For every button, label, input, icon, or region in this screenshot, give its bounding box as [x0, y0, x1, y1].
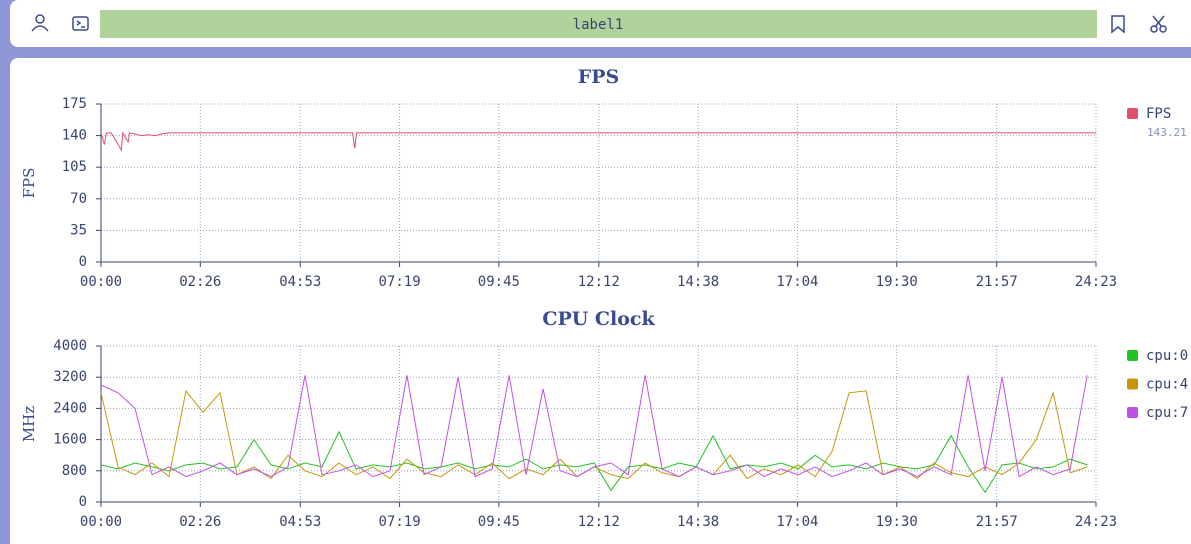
series-line	[100, 430, 1088, 494]
x-tick-label: 04:53	[279, 514, 321, 530]
y-tick-label: 105	[62, 159, 87, 175]
toolbar-icons	[31, 14, 1167, 34]
chart-title: CPU Clock	[542, 308, 655, 330]
toolbar-label: label1	[573, 17, 624, 33]
y-tick-label: 35	[70, 222, 87, 238]
x-tick-label: 02:26	[179, 514, 221, 530]
x-tick-label: 02:26	[179, 274, 221, 290]
label-bar	[100, 10, 1097, 38]
x-tick-label: 14:38	[677, 514, 719, 530]
y-tick-label: 3200	[53, 369, 87, 385]
chart-title: FPS	[578, 66, 620, 88]
legend-swatch	[1127, 378, 1138, 390]
legend-label: cpu:7	[1146, 405, 1188, 421]
legend-label: cpu:0	[1146, 348, 1188, 364]
x-tick-label: 17:04	[776, 274, 818, 290]
x-tick-label: 17:04	[776, 514, 818, 530]
y-tick-label: 4000	[53, 338, 87, 354]
x-tick-label: 09:45	[478, 514, 520, 530]
scissors-ring	[1159, 25, 1167, 33]
x-tick-label: 19:30	[876, 274, 918, 290]
x-tick-label: 07:19	[378, 274, 420, 290]
x-tick-label: 04:53	[279, 274, 321, 290]
x-tick-label: 14:38	[677, 274, 719, 290]
legend-value: 143.21	[1147, 126, 1187, 139]
legend-label: cpu:4	[1146, 377, 1188, 393]
legend-swatch	[1127, 350, 1138, 361]
scissors-icon[interactable]	[1150, 25, 1158, 33]
user-icon-body	[31, 25, 49, 32]
x-tick-label: 00:00	[80, 274, 122, 290]
y-tick-label: 1600	[53, 432, 87, 448]
bookmark-icon[interactable]	[1111, 15, 1125, 34]
x-tick-label: 00:00	[80, 514, 122, 530]
y-tick-label: 0	[79, 254, 87, 270]
y-tick-label: 0	[79, 494, 87, 510]
x-tick-label: 19:30	[876, 514, 918, 530]
legend-swatch	[1127, 407, 1138, 418]
series-line	[100, 375, 1088, 478]
x-tick-label: 21:57	[976, 274, 1018, 290]
x-tick-label: 09:45	[478, 274, 520, 290]
x-tick-label: 07:19	[378, 514, 420, 530]
terminal-prompt	[76, 20, 85, 28]
legend-label: FPS	[1146, 106, 1171, 122]
y-tick-label: 175	[62, 96, 87, 112]
x-tick-label: 24:23	[1075, 514, 1117, 530]
x-tick-label: 12:12	[578, 274, 620, 290]
y-tick-label: 70	[70, 191, 87, 207]
y-axis-label: FPS	[20, 168, 38, 199]
chart-panel	[10, 58, 1191, 544]
series-line	[100, 131, 1096, 152]
y-tick-label: 2400	[53, 400, 87, 416]
terminal-icon[interactable]	[72, 16, 89, 31]
x-tick-label: 21:57	[976, 514, 1018, 530]
scissors-blades	[1152, 15, 1165, 28]
y-axis-label: MHz	[20, 406, 38, 442]
x-tick-label: 24:23	[1075, 274, 1117, 290]
y-tick-label: 140	[62, 128, 87, 144]
user-icon[interactable]	[35, 14, 45, 24]
legend-swatch	[1127, 108, 1138, 119]
y-tick-label: 800	[62, 463, 87, 479]
x-tick-label: 12:12	[578, 514, 620, 530]
